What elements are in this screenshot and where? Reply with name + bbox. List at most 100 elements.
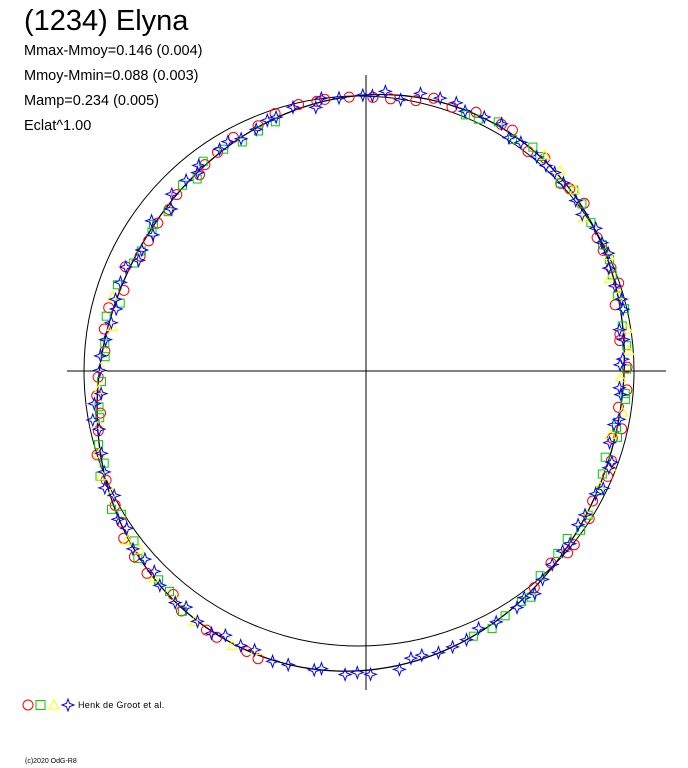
data-point-star bbox=[189, 613, 206, 629]
data-point-circle bbox=[91, 449, 103, 461]
data-point-circle bbox=[252, 653, 264, 665]
data-point-star bbox=[538, 158, 554, 174]
data-point-star bbox=[612, 357, 628, 373]
data-point-circle bbox=[506, 124, 518, 136]
data-point-square bbox=[461, 110, 471, 120]
data-point-circle bbox=[91, 390, 103, 402]
data-point-star bbox=[595, 480, 611, 496]
data-point-star bbox=[529, 149, 545, 165]
data-point-star bbox=[412, 85, 429, 101]
data-point-star bbox=[602, 435, 618, 451]
legend-markers bbox=[22, 698, 76, 712]
data-point-star bbox=[110, 511, 126, 527]
data-point-square bbox=[620, 389, 630, 399]
data-point-star bbox=[96, 464, 112, 480]
data-point-star bbox=[458, 632, 475, 648]
model-curve bbox=[96, 93, 625, 672]
data-point-star bbox=[615, 351, 631, 367]
data-point-star bbox=[547, 164, 563, 181]
data-point-star bbox=[403, 650, 419, 666]
data-point-circle bbox=[528, 582, 540, 594]
legend-circle-marker bbox=[22, 699, 34, 711]
data-point-circle bbox=[613, 401, 624, 413]
data-point-star bbox=[527, 586, 543, 602]
data-point-circle bbox=[568, 539, 580, 551]
data-point-square bbox=[598, 240, 607, 250]
data-point-square bbox=[583, 510, 593, 520]
stat-brightness-exponent: Eclat^1.00 bbox=[24, 118, 92, 134]
data-point-circle bbox=[602, 470, 614, 482]
data-point-star bbox=[178, 172, 194, 188]
data-point-square bbox=[192, 174, 202, 184]
data-point-square bbox=[528, 142, 538, 152]
data-point-circle bbox=[171, 189, 183, 201]
data-point-star bbox=[86, 396, 102, 412]
data-point-circle bbox=[562, 547, 574, 559]
stat-amplitude: Mamp=0.234 (0.005) bbox=[24, 93, 160, 109]
data-point-star bbox=[313, 90, 329, 106]
data-point-star bbox=[355, 87, 371, 103]
data-point-triangle bbox=[93, 418, 105, 429]
data-point-square bbox=[219, 144, 229, 154]
data-point-star bbox=[600, 245, 616, 261]
data-point-star bbox=[203, 625, 220, 641]
data-point-star bbox=[233, 131, 249, 147]
data-point-star bbox=[393, 92, 409, 108]
data-point-square bbox=[600, 452, 610, 462]
data-point-circle bbox=[428, 92, 440, 104]
data-point-square bbox=[535, 571, 545, 581]
data-point-star bbox=[178, 599, 194, 615]
data-point-star bbox=[220, 134, 236, 150]
data-point-circle bbox=[134, 250, 146, 262]
data-point-star bbox=[337, 666, 353, 683]
data-point-star bbox=[544, 556, 560, 573]
data-point-circle bbox=[293, 99, 304, 110]
data-point-star bbox=[152, 577, 168, 593]
data-point-star bbox=[615, 331, 631, 348]
data-point-star bbox=[233, 637, 249, 654]
data-point-star bbox=[118, 259, 134, 275]
data-point-star bbox=[167, 595, 183, 611]
data-point-star bbox=[92, 362, 108, 378]
chart-title: (1234) Elyna bbox=[24, 5, 189, 37]
data-point-star bbox=[191, 157, 207, 173]
data-point-star bbox=[146, 563, 162, 579]
data-point-circle bbox=[470, 106, 482, 118]
data-point-square bbox=[597, 469, 607, 479]
data-point-square bbox=[586, 218, 596, 228]
data-point-star bbox=[562, 536, 578, 552]
data-point-circle bbox=[199, 159, 211, 171]
data-point-star bbox=[98, 332, 114, 348]
data-point-star bbox=[212, 141, 228, 157]
data-point-triangle bbox=[121, 534, 133, 545]
data-point-star bbox=[125, 541, 141, 557]
data-point-triangle bbox=[569, 183, 581, 195]
data-point-triangle bbox=[169, 593, 182, 605]
data-point-triangle bbox=[148, 571, 160, 583]
data-point-square bbox=[237, 137, 247, 147]
data-point-star bbox=[494, 116, 510, 132]
data-point-star bbox=[112, 274, 129, 290]
data-point-star bbox=[606, 417, 622, 433]
data-point-square bbox=[165, 586, 174, 596]
data-point-star bbox=[588, 486, 604, 502]
data-point-star bbox=[516, 590, 532, 606]
data-point-star bbox=[488, 614, 504, 630]
data-point-circle bbox=[201, 624, 212, 636]
data-point-circle bbox=[410, 95, 422, 107]
data-point-circle bbox=[95, 407, 106, 419]
data-point-triangle bbox=[95, 469, 108, 481]
legend-square-marker bbox=[35, 700, 46, 710]
data-point-star bbox=[555, 175, 571, 191]
data-point-star bbox=[391, 661, 407, 677]
data-point-star bbox=[457, 103, 473, 119]
data-point-star bbox=[97, 480, 113, 496]
data-point-circle bbox=[605, 262, 617, 274]
data-point-star bbox=[509, 599, 525, 616]
data-point-square bbox=[107, 504, 116, 514]
data-point-square bbox=[468, 631, 478, 641]
data-point-square bbox=[555, 178, 565, 188]
data-point-square bbox=[517, 596, 527, 606]
data-point-star bbox=[349, 664, 365, 681]
data-point-star bbox=[268, 109, 284, 125]
